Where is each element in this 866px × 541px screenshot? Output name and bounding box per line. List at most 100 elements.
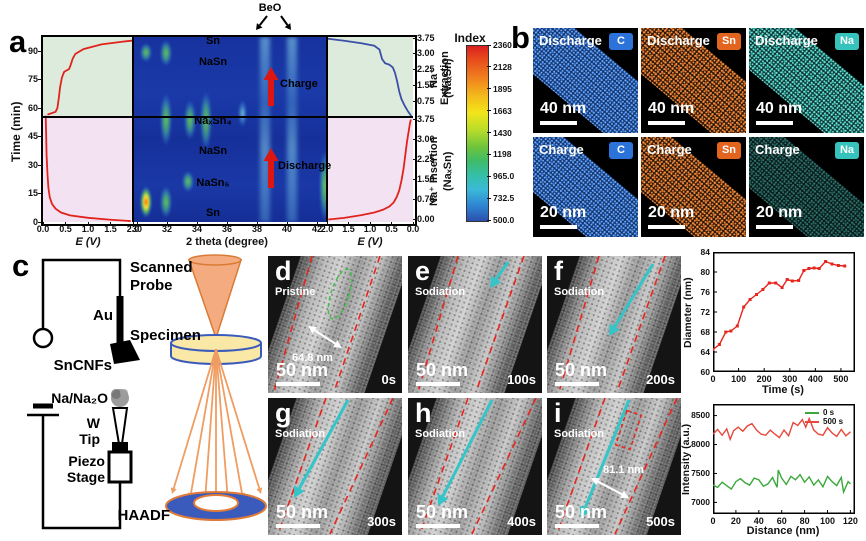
data-point — [843, 264, 847, 268]
tem-state-label: Sodiation — [415, 428, 466, 440]
y-tick-label: 68 — [700, 326, 710, 337]
xrd-peak-Sn — [159, 39, 172, 67]
colorbar-tick: 2360 — [493, 40, 512, 50]
legend-line-500s — [805, 421, 819, 423]
left-voltage-tick: 1.0 — [81, 224, 95, 234]
phase-label-sn-bottom: Sn — [205, 207, 221, 219]
scale-text: 40 nm — [756, 100, 803, 117]
insertion-tick: 0.00 — [417, 214, 435, 225]
data-point — [830, 262, 834, 266]
scale-bar — [276, 382, 320, 386]
panel-a-divider-right — [326, 37, 328, 222]
data-point — [797, 279, 801, 282]
theta-tick: 34 — [191, 224, 202, 234]
colorbar-tick: 1430 — [493, 127, 512, 138]
y-tickmark — [413, 219, 417, 221]
extraction-tick: 1.50 — [417, 79, 435, 90]
scale-bar — [555, 382, 599, 386]
data-point — [735, 324, 739, 328]
arrow-shaft — [215, 348, 261, 489]
piezo-stage-box — [107, 450, 133, 484]
y-tickmark — [413, 138, 417, 140]
data-point — [824, 260, 828, 263]
xrd-peak-Sn — [140, 43, 152, 63]
theta-tick: 36 — [221, 224, 232, 234]
map-state-label: Discharge — [539, 33, 602, 48]
extraction-tick: 0.75 — [417, 95, 435, 106]
time-tick: 90 — [27, 45, 38, 56]
time-s-axis-label: Time (s) — [762, 384, 804, 396]
colorbar-tickmark — [487, 153, 491, 155]
data-point — [780, 286, 784, 289]
data-point — [774, 281, 778, 285]
time-tickmark — [38, 79, 42, 80]
colorbar-tickmark — [487, 44, 491, 46]
scale-text: 50 nm — [555, 502, 608, 522]
tem-frame-letter: g — [275, 398, 292, 428]
scale-bar — [555, 524, 599, 528]
scale-bar — [416, 524, 460, 528]
scale-bar-label: 20 nm — [756, 205, 802, 229]
discharge-region-bg — [43, 117, 133, 222]
x-tick-label: 80 — [799, 516, 810, 526]
scale-text: 50 nm — [555, 360, 608, 380]
panel-a-plot-border — [41, 35, 417, 226]
arrow-shaft — [215, 348, 243, 494]
scale-bar-label: 50 nm — [416, 503, 468, 528]
tem-state-label: Sodiation — [415, 286, 466, 298]
y-tickmark — [413, 100, 417, 102]
legend-line-0s — [805, 412, 819, 414]
extraction-tick: 3.75 — [417, 32, 435, 43]
data-point — [836, 264, 840, 267]
y-tick-label: 7500 — [691, 467, 710, 478]
tem-frame-letter: f — [554, 256, 563, 286]
na-source-blob2 — [111, 389, 121, 399]
frame-timestamp: 400s — [507, 514, 536, 529]
data-point — [790, 279, 794, 283]
frame-timestamp: 100s — [507, 372, 536, 387]
colorbar-tickmark — [487, 219, 491, 221]
tem-frame-letter: e — [415, 256, 431, 286]
left-voltage-tick: 1.5 — [104, 224, 117, 234]
haadf-detector-hole — [193, 494, 239, 512]
w-label: W — [87, 415, 101, 431]
eds-map-charge-na: Charge Na 20 nm — [749, 137, 864, 237]
arrow-shaft — [204, 348, 217, 496]
y-tickmark — [413, 69, 417, 70]
insertion-region-bg — [327, 117, 413, 222]
data-point — [748, 298, 752, 301]
data-point — [812, 266, 816, 270]
left-voltage-tick: 2.0 — [126, 224, 140, 234]
data-point — [713, 348, 715, 351]
eds-map-charge-c: Charge C 20 nm — [533, 137, 638, 237]
time-tickmark — [38, 50, 42, 52]
x-tickmark — [196, 222, 198, 226]
x-tickmark — [110, 222, 111, 226]
index-colorbar — [466, 45, 489, 222]
scale-text: 20 nm — [648, 204, 695, 221]
tem-state-label: Sodiation — [275, 428, 326, 440]
x-tickmark — [226, 222, 228, 226]
capacity-voltage-curves — [327, 37, 413, 221]
insertion-tick: 2.25 — [417, 153, 435, 164]
scale-text: 20 nm — [540, 204, 587, 221]
tem-frame-d: d Pristine 64.8 nm 50 nm 0s — [268, 256, 402, 393]
beam-cone-top — [188, 254, 242, 266]
extraction-axis-units: (NaₓSn) — [442, 58, 454, 98]
tip-holder — [112, 442, 128, 452]
insertion-tick: 0.75 — [417, 194, 435, 205]
colorbar-tickmark — [487, 66, 491, 68]
stage-label: Stage — [67, 469, 105, 485]
insertion-tick: 3.75 — [417, 113, 435, 124]
curve — [327, 37, 413, 117]
beo-streak — [259, 37, 270, 222]
scale-bar — [756, 121, 793, 125]
au-label: Au — [93, 307, 113, 324]
scale-bar-label: 20 nm — [648, 205, 694, 229]
time-tickmark — [38, 193, 42, 194]
time-tick: 0 — [32, 216, 38, 227]
x-tick-label: 40 — [753, 516, 764, 526]
tem-frame-letter: h — [415, 398, 432, 428]
colorbar-tick: 1663 — [493, 105, 512, 116]
scale-bar — [416, 382, 460, 386]
